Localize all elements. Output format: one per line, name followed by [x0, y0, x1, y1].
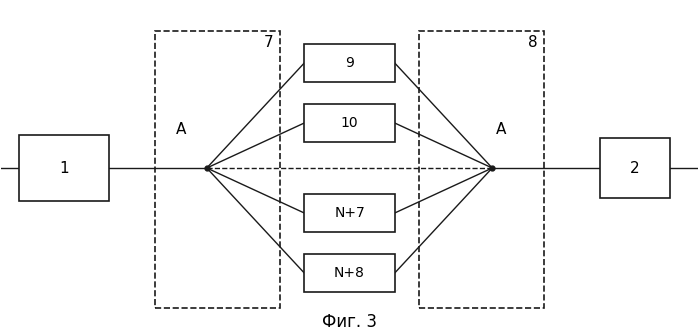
Text: 8: 8: [528, 35, 538, 50]
Text: 2: 2: [630, 161, 640, 175]
Bar: [304, 194, 395, 232]
Bar: [600, 138, 670, 198]
Text: N+8: N+8: [334, 266, 365, 280]
Text: 10: 10: [340, 116, 359, 130]
Bar: [19, 135, 109, 201]
Bar: [304, 254, 395, 292]
Bar: [154, 31, 280, 308]
Text: A: A: [176, 122, 186, 137]
Text: 9: 9: [345, 56, 354, 70]
Bar: [304, 44, 395, 82]
Text: A: A: [496, 122, 507, 137]
Bar: [304, 104, 395, 142]
Text: 7: 7: [264, 35, 273, 50]
Bar: [419, 31, 545, 308]
Text: 1: 1: [59, 161, 69, 175]
Text: Фиг. 3: Фиг. 3: [322, 313, 377, 331]
Text: N+7: N+7: [334, 206, 365, 220]
